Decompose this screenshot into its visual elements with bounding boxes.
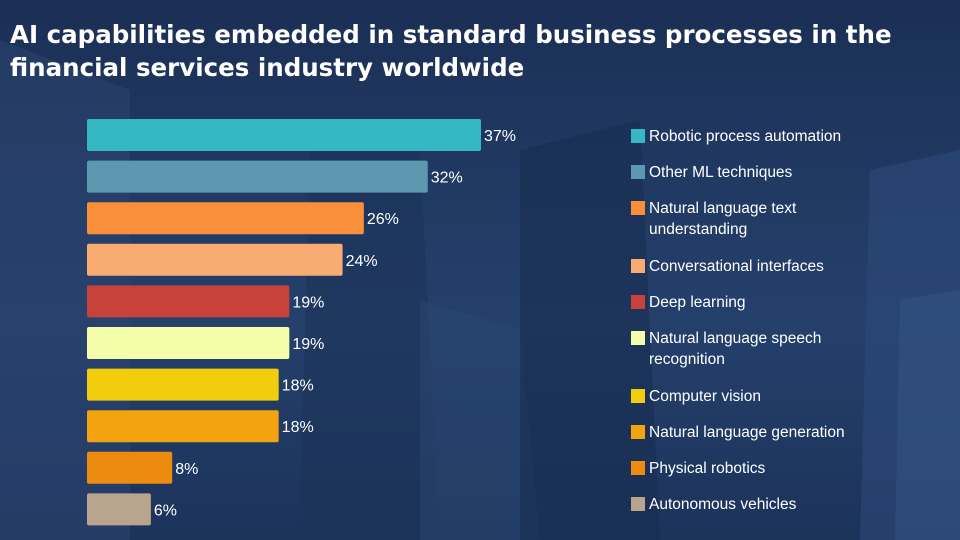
legend-item: Natural language generation xyxy=(631,422,864,443)
bar-value-label: 37% xyxy=(484,128,516,145)
legend-label: Computer vision xyxy=(649,388,761,405)
bar-value-label: 18% xyxy=(282,419,314,436)
bar-6 xyxy=(87,327,290,359)
bar-value-label: 19% xyxy=(292,294,324,311)
legend-item: Conversational interfaces xyxy=(631,256,864,277)
legend-label: Physical robotics xyxy=(649,460,766,477)
legend-swatch xyxy=(631,201,645,215)
legend-item: Computer vision xyxy=(631,386,864,407)
legend-swatch xyxy=(631,425,645,439)
legend-item: Physical robotics xyxy=(631,458,864,479)
legend-swatch xyxy=(631,389,645,403)
legend-swatch xyxy=(631,295,645,309)
legend-label: Deep learning xyxy=(649,294,746,311)
bar-3 xyxy=(87,202,364,235)
bar-value-label: 6% xyxy=(154,502,177,519)
bar-9 xyxy=(87,451,173,484)
legend-swatch xyxy=(631,259,645,273)
chart-title: AI capabilities embedded in standard bus… xyxy=(10,20,892,82)
bar-value-label: 32% xyxy=(431,170,463,187)
bar-value-label: 18% xyxy=(282,378,314,395)
bar-10 xyxy=(87,493,151,526)
legend-label: Conversational interfaces xyxy=(649,258,824,275)
bar-value-label: 8% xyxy=(175,461,198,478)
legend-item: Natural language speech recognition xyxy=(631,328,864,370)
legend-label: Other ML techniques xyxy=(649,164,793,181)
legend-label: Robotic process automation xyxy=(649,128,842,145)
legend-label: Natural language speech recognition xyxy=(649,330,822,368)
bar-2 xyxy=(87,160,428,193)
legend-item: Other ML techniques xyxy=(631,162,864,183)
legend-item: Natural language text understanding xyxy=(631,198,864,240)
bar-value-label: 19% xyxy=(292,336,324,353)
legend-item: Deep learning xyxy=(631,292,864,313)
bar-5 xyxy=(87,285,290,318)
legend-label: Natural language generation xyxy=(649,424,845,441)
legend-label: Natural language text understanding xyxy=(649,200,797,238)
bar-8 xyxy=(87,410,279,443)
legend-swatch xyxy=(631,461,645,475)
bar-4 xyxy=(87,243,343,276)
legend-swatch xyxy=(631,129,645,143)
legend-swatch xyxy=(631,497,645,511)
bar-7 xyxy=(87,368,279,401)
legend-label: Autonomous vehicles xyxy=(649,496,797,513)
legend-item: Robotic process automation xyxy=(631,126,864,147)
legend-item: Autonomous vehicles xyxy=(631,494,864,515)
bar-value-label: 24% xyxy=(346,253,378,270)
bar-value-label: 26% xyxy=(367,211,399,228)
legend-swatch xyxy=(631,331,645,345)
legend-swatch xyxy=(631,165,645,179)
bar-1 xyxy=(87,119,481,151)
